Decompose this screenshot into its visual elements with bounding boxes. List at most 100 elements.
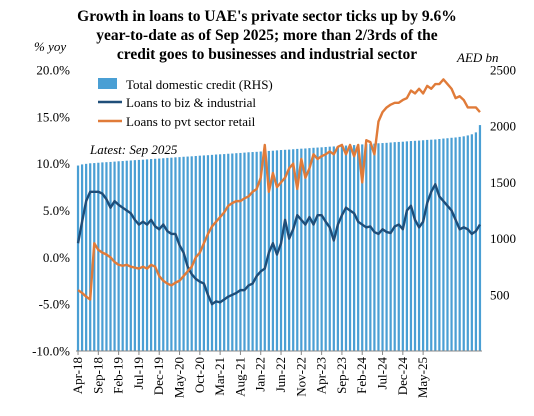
bar-total-credit bbox=[381, 143, 384, 351]
x-tick-label: Dec-24 bbox=[395, 357, 410, 396]
bar-total-credit bbox=[413, 140, 417, 351]
y-left-unit: % yoy bbox=[34, 39, 66, 54]
bar-total-credit bbox=[239, 152, 242, 351]
bar-total-credit bbox=[259, 151, 262, 351]
bar-total-credit bbox=[430, 139, 433, 351]
bar-total-credit bbox=[117, 161, 120, 351]
x-tick-label: Jan-22 bbox=[253, 357, 268, 392]
bar-total-credit bbox=[247, 152, 250, 351]
bar-total-credit bbox=[129, 160, 132, 351]
bar-total-credit bbox=[158, 158, 161, 351]
y-left-tick-label: 10.0% bbox=[36, 156, 70, 171]
bar-total-credit bbox=[80, 164, 84, 351]
y-right-tick-label: 2000 bbox=[490, 119, 516, 134]
bar-total-credit bbox=[373, 143, 376, 351]
legend-swatch-total-credit bbox=[98, 78, 117, 89]
x-tick-label: Aug-21 bbox=[232, 357, 247, 397]
x-tick-label: Apr-23 bbox=[314, 357, 329, 394]
bar-total-credit bbox=[446, 138, 449, 351]
bar-total-credit bbox=[442, 138, 445, 351]
x-tick-label: Sep-23 bbox=[334, 357, 349, 394]
x-tick-label: May-20 bbox=[172, 357, 187, 398]
bar-total-credit bbox=[324, 146, 327, 351]
bar-total-credit bbox=[154, 158, 157, 351]
bar-total-credit bbox=[255, 151, 258, 351]
bar-total-credit bbox=[357, 144, 360, 351]
bar-total-credit bbox=[206, 155, 210, 351]
legend-label-retail: Loans to pvt sector retail bbox=[126, 114, 256, 129]
chart-title-line-3: credit goes to businesses and industrial… bbox=[117, 46, 417, 63]
x-tick-label: May-25 bbox=[415, 357, 430, 398]
bar-total-credit bbox=[149, 159, 153, 351]
bar-total-credit bbox=[320, 147, 323, 351]
line-pvt-retail bbox=[77, 78, 481, 301]
x-tick-label: Feb-19 bbox=[111, 357, 126, 394]
bar-total-credit bbox=[251, 152, 254, 351]
bar-total-credit bbox=[401, 141, 404, 351]
y-right-unit: AED bn bbox=[456, 50, 499, 65]
bar-total-credit bbox=[474, 132, 478, 351]
bar-total-credit bbox=[300, 148, 303, 351]
bar-total-credit bbox=[170, 157, 173, 351]
bar-total-credit bbox=[369, 143, 372, 351]
bar-total-credit bbox=[328, 146, 331, 351]
bar-total-credit bbox=[271, 150, 275, 351]
legend-label-total-credit: Total domestic credit (RHS) bbox=[126, 77, 273, 92]
bar-total-credit bbox=[125, 160, 128, 351]
y-right-tick-label: 2500 bbox=[490, 63, 516, 78]
legend-label-biz: Loans to biz & industrial bbox=[126, 95, 256, 110]
y-left-tick-label: 0.0% bbox=[43, 250, 70, 265]
bar-total-credit bbox=[223, 154, 226, 351]
bar-total-credit bbox=[166, 157, 169, 351]
x-tick-label: Oct-20 bbox=[192, 357, 207, 393]
bar-total-credit bbox=[214, 154, 218, 351]
bar-total-credit bbox=[292, 149, 295, 351]
legend: Total domestic credit (RHS) Loans to biz… bbox=[98, 77, 273, 129]
bar-total-credit bbox=[377, 143, 380, 351]
bar-total-credit bbox=[97, 162, 100, 351]
y-left-tick-label: 20.0% bbox=[36, 63, 70, 78]
bar-total-credit bbox=[89, 163, 92, 351]
bar-total-credit bbox=[462, 136, 465, 351]
x-tick-label: Feb-24 bbox=[354, 357, 369, 394]
bar-total-credit bbox=[352, 145, 356, 351]
bar-total-credit bbox=[365, 144, 368, 351]
bar-total-credit bbox=[279, 150, 283, 351]
x-tick-label: Dec-19 bbox=[151, 357, 166, 395]
bar-total-credit bbox=[478, 125, 482, 351]
bar-total-credit bbox=[389, 142, 392, 351]
bar-total-credit bbox=[174, 157, 177, 351]
bar-total-credit bbox=[409, 141, 413, 351]
bar-total-credit bbox=[393, 142, 396, 351]
chart-title-line-1: Growth in loans to UAE's private sector … bbox=[77, 8, 457, 25]
y-left-tick-label: -5.0% bbox=[39, 297, 71, 312]
x-tick-label: Mar-21 bbox=[212, 357, 227, 396]
bar-total-credit bbox=[145, 159, 149, 351]
bar-total-credit bbox=[113, 161, 116, 351]
bar-total-credit bbox=[76, 165, 80, 351]
bar-total-credit bbox=[417, 140, 421, 351]
bar-total-credit bbox=[458, 136, 461, 351]
bar-total-credit bbox=[101, 162, 104, 351]
bar-total-credit bbox=[405, 141, 408, 351]
bar-total-credit bbox=[344, 145, 348, 351]
bar-total-credit bbox=[141, 159, 145, 351]
bar-total-credit bbox=[231, 153, 234, 351]
bar-total-credit bbox=[454, 137, 457, 351]
bar-total-credit bbox=[470, 134, 473, 351]
x-tick-label: Jun-22 bbox=[273, 357, 288, 392]
bar-total-credit bbox=[348, 145, 352, 351]
x-tick-label: Jul-19 bbox=[131, 357, 146, 390]
axes-layer: 20.0% 15.0% 10.0% 5.0% 0.0% -5.0% -10.0% 2500 20… bbox=[32, 63, 516, 399]
bar-total-credit bbox=[178, 157, 181, 351]
bar-total-credit bbox=[426, 139, 429, 351]
bar-total-credit bbox=[210, 154, 214, 351]
bar-total-credit bbox=[361, 144, 364, 351]
bar-total-credit bbox=[162, 158, 165, 351]
latest-note: Latest: Sep 2025 bbox=[89, 142, 178, 157]
y-left-tick-label: -10.0% bbox=[32, 344, 70, 359]
y-left-tick-label: 5.0% bbox=[43, 203, 70, 218]
x-tick-label: Nov-22 bbox=[293, 357, 308, 397]
x-tick-label: Apr-18 bbox=[70, 357, 85, 394]
bar-total-credit bbox=[450, 137, 453, 351]
